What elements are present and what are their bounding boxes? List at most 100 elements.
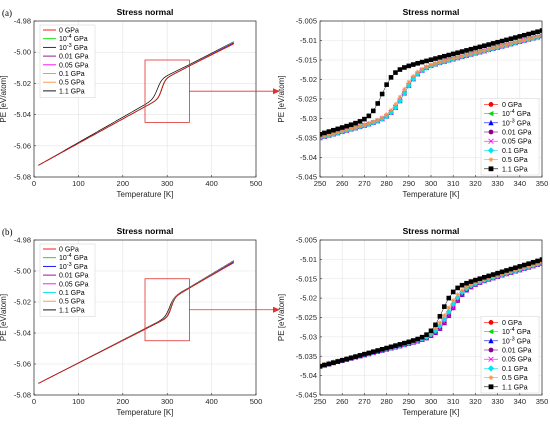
y-tick-label: -5.01 — [300, 36, 317, 45]
chart-title: Stress normal — [403, 226, 460, 236]
y-tick-label: -5.08 — [14, 173, 31, 182]
data-point — [481, 48, 487, 53]
data-point — [415, 336, 420, 342]
x-tick-label: 100 — [72, 397, 85, 406]
data-point — [379, 115, 385, 120]
data-point — [488, 157, 494, 162]
data-point — [393, 70, 398, 75]
data-point — [366, 113, 372, 119]
data-point — [486, 47, 492, 52]
legend-entry: 0.01 GPa — [59, 273, 89, 280]
data-point — [322, 362, 327, 368]
x-tick-label: 270 — [358, 397, 371, 406]
y-tick-label: -5.08 — [14, 391, 31, 400]
data-point — [490, 272, 496, 277]
data-point — [488, 119, 494, 126]
data-point — [508, 41, 514, 46]
y-tick-label: -5.02 — [300, 294, 317, 303]
data-point — [388, 107, 394, 113]
data-point — [526, 36, 531, 42]
data-point — [379, 91, 385, 97]
data-point — [450, 300, 457, 307]
x-tick-label: 300 — [425, 397, 438, 406]
data-point — [445, 308, 452, 315]
x-tick-label: 250 — [314, 179, 327, 188]
data-point — [468, 279, 474, 284]
legend-entry: 0.1 GPa — [502, 366, 528, 373]
chart-panel: 0 100 200 300 400 500 -4.98 -5.00 -5.02 -5.04 -5.0… — [0, 226, 262, 417]
data-point — [370, 108, 376, 114]
x-tick-label: 260 — [336, 179, 349, 188]
data-point — [535, 34, 540, 39]
legend-box — [480, 316, 540, 394]
axes-frame — [319, 239, 543, 396]
data-point — [406, 79, 412, 85]
data-point — [419, 66, 425, 72]
data-point — [477, 276, 483, 281]
x-tick-label: 200 — [117, 179, 130, 188]
data-point — [362, 122, 367, 128]
data-point — [415, 69, 420, 75]
data-point — [477, 278, 483, 284]
x-tick-label: 250 — [314, 397, 327, 406]
data-point — [393, 102, 398, 107]
data-point — [473, 277, 478, 283]
data-point — [450, 56, 456, 61]
x-tick-label: 330 — [491, 397, 504, 406]
data-point — [490, 45, 496, 51]
legend-entry: 0 GPa — [502, 320, 522, 327]
data-point — [402, 65, 407, 70]
data-point — [433, 326, 438, 331]
y-axis-label: PE [eV/atom] — [0, 294, 8, 341]
data-point — [495, 39, 500, 45]
data-point — [464, 280, 469, 286]
legend-entry: 0.5 GPa — [59, 299, 85, 306]
legend-box — [39, 24, 96, 98]
y-tick-label: -5.06 — [14, 141, 31, 150]
data-point — [442, 304, 447, 309]
legend-entry: 0.5 GPa — [59, 80, 85, 87]
y-tick-label: -5.00 — [14, 48, 31, 57]
y-axis-label: PE [eV/atom] — [277, 75, 286, 122]
data-point — [331, 360, 336, 366]
data-point — [446, 305, 452, 311]
legend-entry: 0.01 GPa — [502, 348, 532, 355]
x-tick-label: 280 — [380, 397, 393, 406]
legend-entry: 10-3 GPa — [59, 43, 88, 52]
chart-title: Stress normal — [117, 7, 174, 17]
data-point — [464, 48, 469, 53]
data-point — [437, 59, 443, 65]
data-point — [488, 328, 494, 335]
data-point — [406, 63, 412, 69]
data-point — [388, 75, 394, 80]
data-point — [504, 42, 509, 48]
x-axis-label: Temperature [K] — [117, 190, 174, 199]
data-point — [539, 28, 542, 33]
legend-entry: 10-3 GPa — [502, 336, 531, 345]
data-point — [504, 268, 509, 273]
data-point — [530, 262, 536, 268]
legend-entry: 0 GPa — [59, 28, 79, 35]
legend-entry: 0.1 GPa — [59, 71, 85, 78]
data-point — [320, 364, 323, 369]
data-point — [488, 347, 494, 353]
y-tick-label: -5.015 — [296, 56, 317, 65]
data-point — [353, 120, 358, 126]
x-tick-label: 200 — [117, 397, 130, 406]
data-point — [410, 62, 416, 67]
data-point — [331, 127, 336, 133]
x-tick-label: 0 — [32, 397, 36, 406]
y-tick-label: -5.04 — [14, 110, 31, 119]
y-tick-label: -4.98 — [14, 236, 31, 245]
data-point — [442, 58, 447, 64]
data-point — [384, 345, 389, 351]
data-point — [433, 56, 438, 61]
data-point — [344, 356, 349, 362]
data-point — [366, 350, 372, 356]
data-point — [397, 67, 403, 72]
data-point — [488, 356, 494, 362]
y-tick-label: -5.005 — [296, 236, 317, 245]
data-point — [468, 282, 474, 287]
y-tick-label: -5.025 — [296, 313, 317, 322]
data-point — [521, 32, 527, 38]
